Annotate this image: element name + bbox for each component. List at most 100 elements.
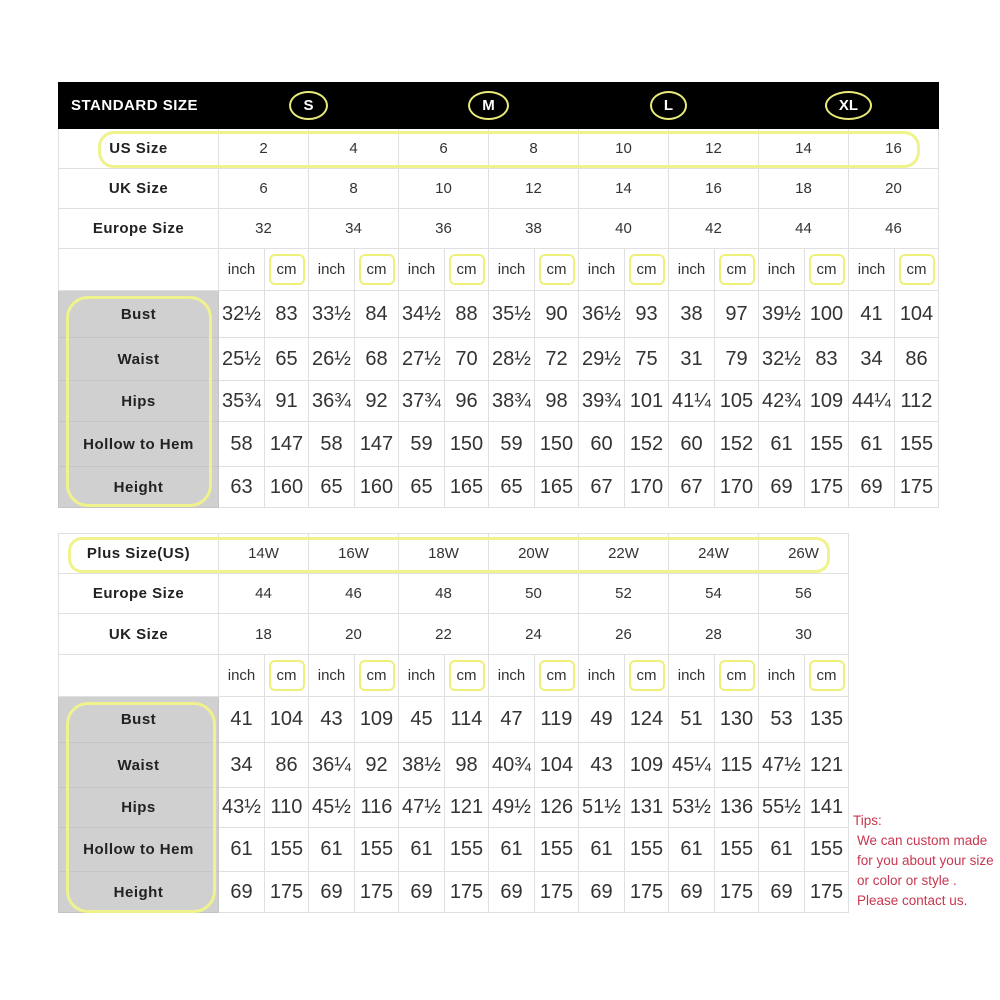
measurement-row: Hips 35¾ 91 36¾ 92 37¾ 96 38¾ 98 39¾ 101 41¼ 105 42¾ 1… xyxy=(58,380,939,422)
measurement-value: 34 xyxy=(218,742,265,788)
measurement-value: 69 xyxy=(488,871,535,913)
unit-cm-label: cm xyxy=(628,660,665,691)
measurement-value: 37¾ xyxy=(398,380,445,422)
measurement-value: 59 xyxy=(398,421,445,467)
unit-inch: inch xyxy=(398,248,445,291)
measurement-value: 36¾ xyxy=(308,380,355,422)
unit-cm: cm xyxy=(354,654,399,697)
size-group-label: M xyxy=(468,91,509,120)
measurement-value: 69 xyxy=(578,871,625,913)
size-group-cell: M xyxy=(398,82,579,129)
measurement-value: 61 xyxy=(668,827,715,872)
measurement-value: 39¾ xyxy=(578,380,625,422)
measurement-value: 155 xyxy=(264,827,309,872)
measurement-value: 44¼ xyxy=(848,380,895,422)
tips-title: Tips: xyxy=(853,813,882,828)
measurement-value: 55½ xyxy=(758,787,805,828)
measurement-value: 88 xyxy=(444,290,489,338)
measurement-value: 131 xyxy=(624,787,669,828)
measurement-row: Hollow to Hem 58 147 58 147 59 150 59 150 60 152 60… xyxy=(58,421,939,467)
measurement-value: 58 xyxy=(308,421,355,467)
measurement-value: 49½ xyxy=(488,787,535,828)
measurement-label: Waist xyxy=(58,337,219,381)
measurement-value: 61 xyxy=(308,827,355,872)
measurement-value: 67 xyxy=(578,466,625,508)
measurement-row: Waist 34 86 36¼ 92 38½ 98 40¾ 104 43 109 45¼ 115 47½ 1… xyxy=(58,742,849,788)
measurement-label: Hips xyxy=(58,787,219,828)
measurement-value: 141 xyxy=(804,787,849,828)
size-row: UK Size 6 8 10 12 14 16 18 20 xyxy=(58,168,939,209)
unit-cm: cm xyxy=(534,654,579,697)
unit-inch: inch xyxy=(218,654,265,697)
measurement-value: 69 xyxy=(758,466,805,508)
measurement-row: Waist 25½ 65 26½ 68 27½ 70 28½ 72 29½ 75 31 79 32½ 83 3… xyxy=(58,337,939,381)
unit-cm: cm xyxy=(444,248,489,291)
size-value: 36 xyxy=(398,208,489,249)
measurement-value: 110 xyxy=(264,787,309,828)
measurement-value: 31 xyxy=(668,337,715,381)
unit-inch: inch xyxy=(668,248,715,291)
unit-inch: inch xyxy=(758,654,805,697)
measurement-value: 98 xyxy=(534,380,579,422)
measurement-value: 175 xyxy=(804,871,849,913)
measurement-value: 114 xyxy=(444,696,489,743)
measurement-value: 43½ xyxy=(218,787,265,828)
measurement-value: 42¾ xyxy=(758,380,805,422)
measurement-value: 72 xyxy=(534,337,579,381)
measurement-value: 165 xyxy=(534,466,579,508)
measurement-value: 130 xyxy=(714,696,759,743)
size-value: 32 xyxy=(218,208,309,249)
row-label: Europe Size xyxy=(58,573,219,614)
measurement-label: Waist xyxy=(58,742,219,788)
empty-cell xyxy=(58,654,219,697)
size-value: 20 xyxy=(308,613,399,655)
size-value: 12 xyxy=(488,168,579,209)
unit-cm-label: cm xyxy=(538,254,575,285)
measurement-value: 35½ xyxy=(488,290,535,338)
measurement-value: 135 xyxy=(804,696,849,743)
size-value: 44 xyxy=(218,573,309,614)
measurement-value: 90 xyxy=(534,290,579,338)
size-value: 42 xyxy=(668,208,759,249)
size-value: 14 xyxy=(578,168,669,209)
measurement-value: 53 xyxy=(758,696,805,743)
measurement-value: 175 xyxy=(354,871,399,913)
measurement-value: 79 xyxy=(714,337,759,381)
size-value: 18W xyxy=(398,533,489,574)
measurement-value: 83 xyxy=(804,337,849,381)
unit-inch: inch xyxy=(488,654,535,697)
size-row: Europe Size 32 34 36 38 40 42 44 46 xyxy=(58,208,939,249)
unit-inch: inch xyxy=(758,248,805,291)
size-value: 44 xyxy=(758,208,849,249)
measurement-value: 86 xyxy=(264,742,309,788)
size-value: 10 xyxy=(578,128,669,169)
size-row: Plus Size(US) 14W 16W 18W 20W 22W 24W 26W xyxy=(58,533,849,574)
measurement-value: 150 xyxy=(444,421,489,467)
size-value: 8 xyxy=(488,128,579,169)
measurement-row: Height 69 175 69 175 69 175 69 175 69 175 69 175 69 17… xyxy=(58,871,849,913)
unit-cm: cm xyxy=(894,248,939,291)
measurement-value: 170 xyxy=(714,466,759,508)
measurement-value: 40¾ xyxy=(488,742,535,788)
measurement-value: 84 xyxy=(354,290,399,338)
size-value: 20 xyxy=(848,168,939,209)
measurement-value: 59 xyxy=(488,421,535,467)
measurement-value: 49 xyxy=(578,696,625,743)
size-value: 18 xyxy=(218,613,309,655)
measurement-value: 160 xyxy=(354,466,399,508)
plus-size-table: Plus Size(US) 14W 16W 18W 20W 22W 24W 26W Europe… xyxy=(58,533,849,913)
measurement-value: 65 xyxy=(398,466,445,508)
measurement-value: 32½ xyxy=(218,290,265,338)
measurement-value: 104 xyxy=(894,290,939,338)
unit-cm: cm xyxy=(804,248,849,291)
size-value: 46 xyxy=(308,573,399,614)
measurement-value: 96 xyxy=(444,380,489,422)
unit-cm-label: cm xyxy=(268,254,305,285)
measurement-value: 53½ xyxy=(668,787,715,828)
measurement-value: 175 xyxy=(714,871,759,913)
measurement-value: 175 xyxy=(444,871,489,913)
measurement-value: 43 xyxy=(308,696,355,743)
header-row: STANDARD SIZE S M L XL xyxy=(58,82,939,129)
unit-inch: inch xyxy=(848,248,895,291)
measurement-value: 86 xyxy=(894,337,939,381)
